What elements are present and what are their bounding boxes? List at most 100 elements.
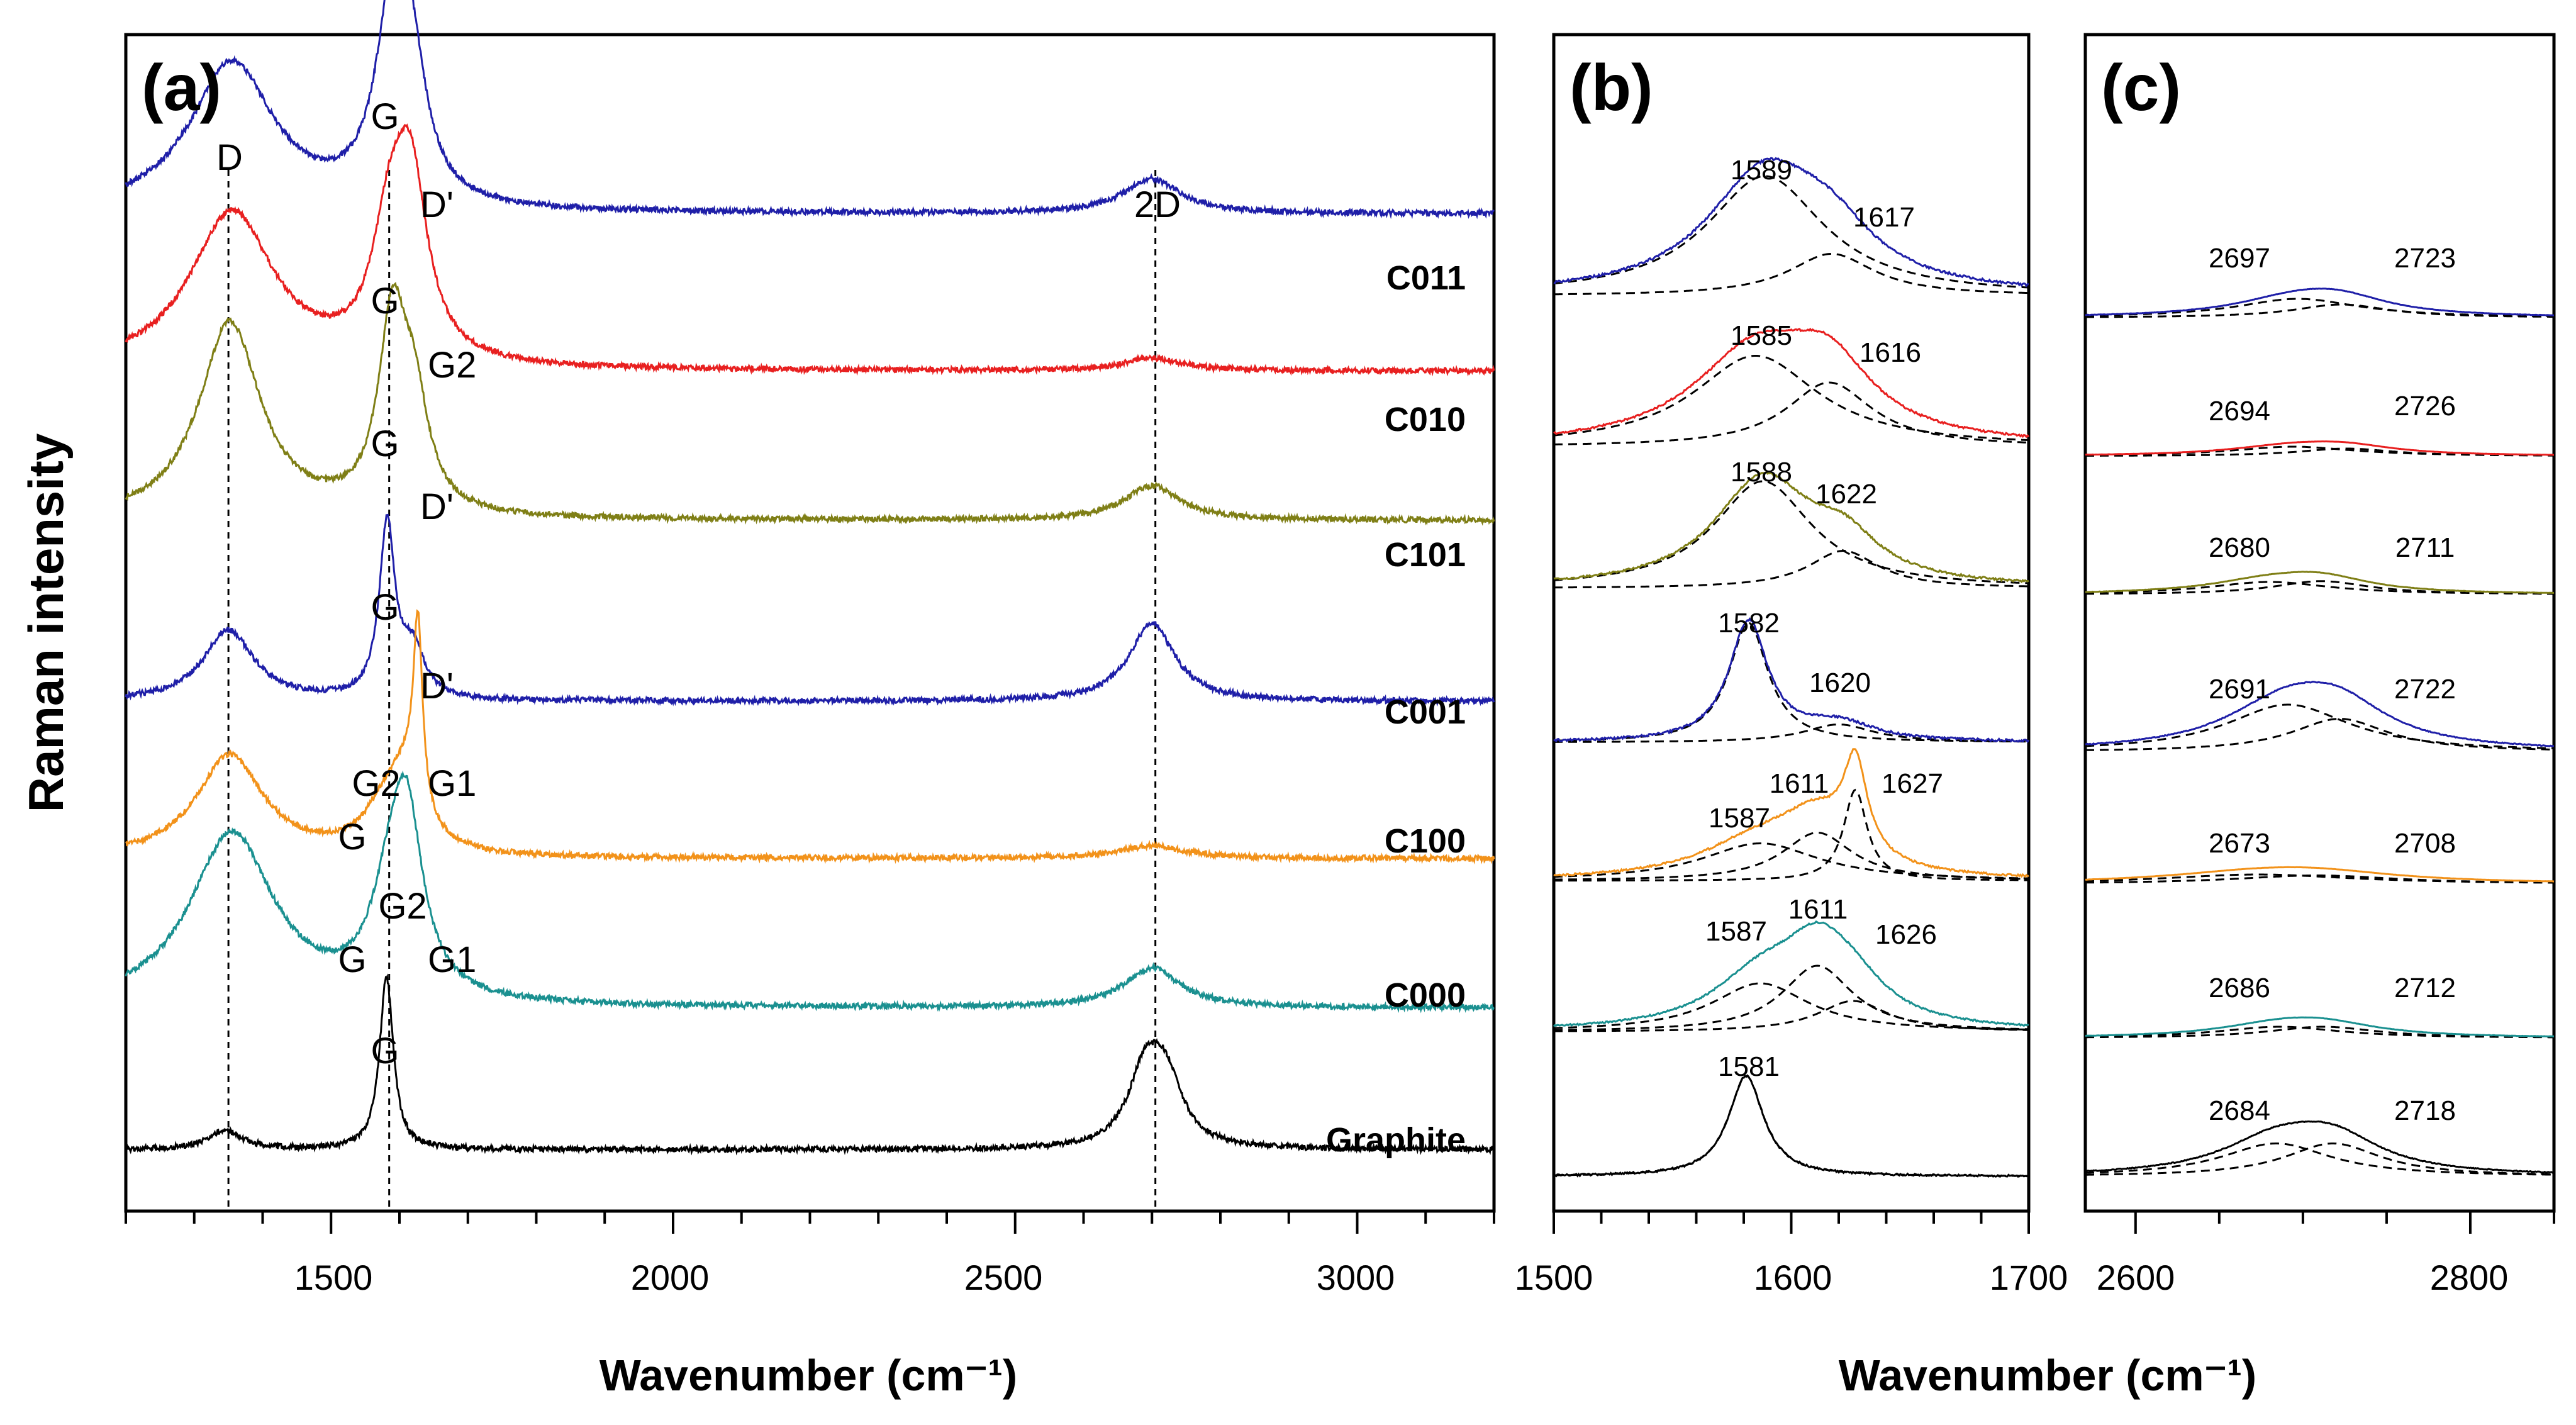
fit-curve-c011: [2085, 288, 2555, 316]
fit-curve-graphite: [2085, 1120, 2555, 1174]
b-label-c011-1: 1589: [1731, 155, 1792, 186]
peak-label-c010-g2: G2: [428, 345, 476, 386]
peak-label-c000-g2: G2: [378, 886, 427, 927]
panel-c-plot: [2085, 288, 2555, 1234]
b-label-c101-1: 1588: [1731, 457, 1792, 488]
tick-label-a-3000: 3000: [1317, 1258, 1395, 1297]
peak-label-2d: 2D: [1134, 184, 1181, 225]
fit-component-c100-1587: [1553, 842, 2029, 880]
c-label-c011-1: 2697: [2209, 243, 2270, 274]
tick-label-c-2600: 2600: [2097, 1258, 2175, 1297]
fit-component-c010-1585: [1553, 355, 2029, 442]
b-label-c011-2: 1617: [1853, 202, 1915, 233]
fit-component-c010-1616: [1553, 381, 2029, 445]
peak-label-c100-g: G: [338, 817, 366, 858]
peak-label-c101-g: G: [371, 423, 399, 464]
fit-curve-c101: [1553, 471, 2029, 584]
b-label-c000-1: 1587: [1705, 916, 1767, 947]
fit-curve-c000: [2085, 1016, 2555, 1037]
sample-label-graphite: Graphite: [1326, 1121, 1466, 1159]
b-label-c001-2: 1620: [1809, 668, 1871, 698]
c-label-c001-2: 2722: [2394, 674, 2456, 705]
fit-component-c000-1626: [1554, 1000, 2029, 1032]
b-label-c100-2: 1611: [1770, 768, 1829, 799]
fit-component-c100-2708: [2085, 875, 2555, 884]
b-label-c100-3: 1627: [1882, 768, 1943, 799]
fit-component-graphite-2684: [2085, 1143, 2554, 1176]
peak-label-graphite-g: G: [371, 1031, 399, 1071]
sample-label-c011: C011: [1386, 259, 1466, 297]
peak-label-c001-g: G: [371, 587, 399, 628]
fit-component-c000-1587: [1554, 982, 2029, 1031]
panel-c-frame: [2083, 33, 2556, 1213]
fit-curve-c100: [2085, 866, 2555, 883]
c-label-c011-2: 2723: [2394, 243, 2456, 274]
fit-component-graphite-2718: [2085, 1143, 2555, 1176]
peak-label-c011-dprime: D': [420, 184, 454, 225]
fit-component-c010-2726: [2085, 447, 2554, 457]
series-line-c100: [125, 609, 1495, 865]
peak-label-c100-g1: G1: [428, 763, 476, 804]
fit-component-c011-1617: [1554, 253, 2029, 296]
c-label-c101-1: 2680: [2209, 532, 2270, 563]
fit-curve-c011: [1553, 157, 2029, 288]
series-line-c101: [125, 282, 1495, 526]
fit-component-c001-1620: [1554, 724, 2029, 743]
c-label-c000-1: 2686: [2209, 973, 2270, 1003]
b-label-c001-1: 1582: [1718, 608, 1780, 639]
fit-component-c011-2723: [2085, 303, 2554, 318]
b-label-c100-1: 1587: [1709, 803, 1770, 834]
fit-curve-c010: [2085, 440, 2555, 456]
sample-label-c001: C001: [1385, 693, 1466, 731]
fit-curve-c100: [1553, 748, 2029, 878]
c-label-c100-2: 2708: [2394, 828, 2456, 859]
c-label-c010-1: 2694: [2209, 396, 2270, 427]
series-line-c010: [125, 123, 1495, 377]
b-label-c000-3: 1626: [1875, 919, 1937, 950]
series-line-graphite: [125, 973, 1495, 1156]
fit-curve-c101: [2085, 571, 2555, 595]
c-label-c001-1: 2691: [2209, 674, 2270, 705]
fit-component-c101-2711: [2085, 580, 2554, 595]
sample-label-c000: C000: [1385, 976, 1466, 1014]
panel-a-label: (a): [142, 52, 221, 125]
series-line-c001: [125, 513, 1495, 707]
fit-component-c100-1627: [1554, 788, 2029, 882]
peak-label-c011-d: D: [216, 137, 243, 178]
panel-a-plot: [125, 0, 1495, 1234]
fit-curve-c000: [1553, 920, 2029, 1027]
tick-label-a-2500: 2500: [964, 1258, 1043, 1297]
panel-b-frame: [1552, 33, 2031, 1213]
fit-component-c011-1589: [1553, 175, 2029, 289]
peak-label-c011-g: G: [371, 96, 399, 137]
c-label-c000-2: 2712: [2394, 973, 2456, 1003]
tick-label-a-1500: 1500: [294, 1258, 373, 1297]
c-label-c101-2: 2711: [2395, 532, 2455, 563]
c-label-c100-1: 2673: [2209, 828, 2270, 859]
peak-label-c001-dprime: D': [420, 666, 454, 707]
sample-label-c100: C100: [1385, 822, 1466, 860]
x-axis-title-a: Wavenumber (cm⁻¹): [599, 1351, 1017, 1400]
c-label-graphite-2: 2718: [2394, 1095, 2456, 1126]
fit-component-c001-2691: [2085, 703, 2554, 749]
fit-component-c001-2722: [2085, 718, 2554, 751]
y-axis-title: Raman intensity: [18, 433, 74, 812]
fit-component-c000-2712: [2085, 1025, 2554, 1039]
panel-b-plot: [1553, 157, 2030, 1234]
fit-component-c001-1582: [1554, 622, 2029, 743]
sample-label-c101: C101: [1385, 536, 1466, 574]
b-label-c000-2: 1611: [1788, 894, 1848, 925]
panel-c-label: (c): [2101, 52, 2181, 125]
fit-component-c101-1622: [1554, 550, 2029, 589]
fit-component-c100-1611: [1554, 831, 2029, 881]
peak-label-c100-g2: G2: [352, 763, 400, 804]
peak-label-c101-dprime: D': [420, 486, 454, 527]
fit-component-graphite-1581: [1554, 1075, 2029, 1177]
fit-component-c000-1611: [1554, 964, 2029, 1031]
tick-label-c-2800: 2800: [2430, 1258, 2509, 1297]
series-line-c011: [125, 0, 1495, 220]
b-label-c010-2: 1616: [1860, 337, 1921, 368]
peak-label-c000-g: G: [338, 939, 366, 980]
b-label-c101-2: 1622: [1815, 479, 1877, 510]
